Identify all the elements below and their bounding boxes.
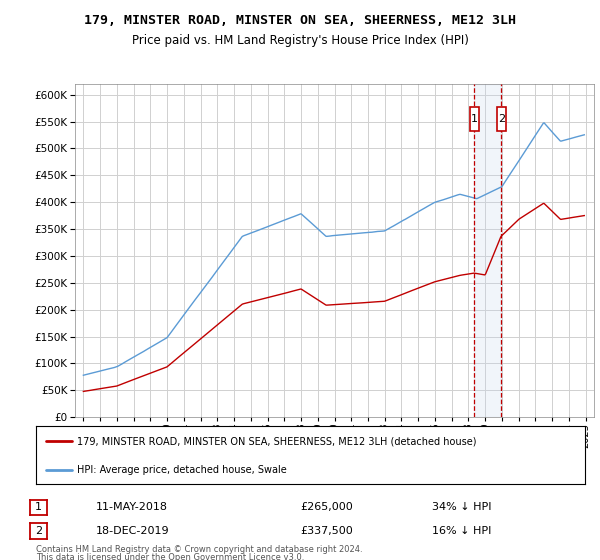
Text: HPI: Average price, detached house, Swale: HPI: Average price, detached house, Swal… xyxy=(77,465,287,475)
Text: This data is licensed under the Open Government Licence v3.0.: This data is licensed under the Open Gov… xyxy=(36,553,304,560)
Text: 2: 2 xyxy=(497,114,505,124)
Text: 1: 1 xyxy=(35,502,42,512)
Text: 11-MAY-2018: 11-MAY-2018 xyxy=(96,502,168,512)
Text: Price paid vs. HM Land Registry's House Price Index (HPI): Price paid vs. HM Land Registry's House … xyxy=(131,34,469,46)
Text: 1: 1 xyxy=(471,114,478,124)
Text: 179, MINSTER ROAD, MINSTER ON SEA, SHEERNESS, ME12 3LH: 179, MINSTER ROAD, MINSTER ON SEA, SHEER… xyxy=(84,14,516,27)
Text: 2: 2 xyxy=(35,526,42,536)
Text: £337,500: £337,500 xyxy=(300,526,353,536)
Bar xyxy=(475,84,501,417)
Text: 179, MINSTER ROAD, MINSTER ON SEA, SHEERNESS, ME12 3LH (detached house): 179, MINSTER ROAD, MINSTER ON SEA, SHEER… xyxy=(77,436,476,446)
Text: 16% ↓ HPI: 16% ↓ HPI xyxy=(432,526,491,536)
Text: 34% ↓ HPI: 34% ↓ HPI xyxy=(432,502,491,512)
FancyBboxPatch shape xyxy=(470,107,479,130)
FancyBboxPatch shape xyxy=(497,107,506,130)
Text: Contains HM Land Registry data © Crown copyright and database right 2024.: Contains HM Land Registry data © Crown c… xyxy=(36,545,362,554)
Text: 18-DEC-2019: 18-DEC-2019 xyxy=(96,526,170,536)
Text: £265,000: £265,000 xyxy=(300,502,353,512)
